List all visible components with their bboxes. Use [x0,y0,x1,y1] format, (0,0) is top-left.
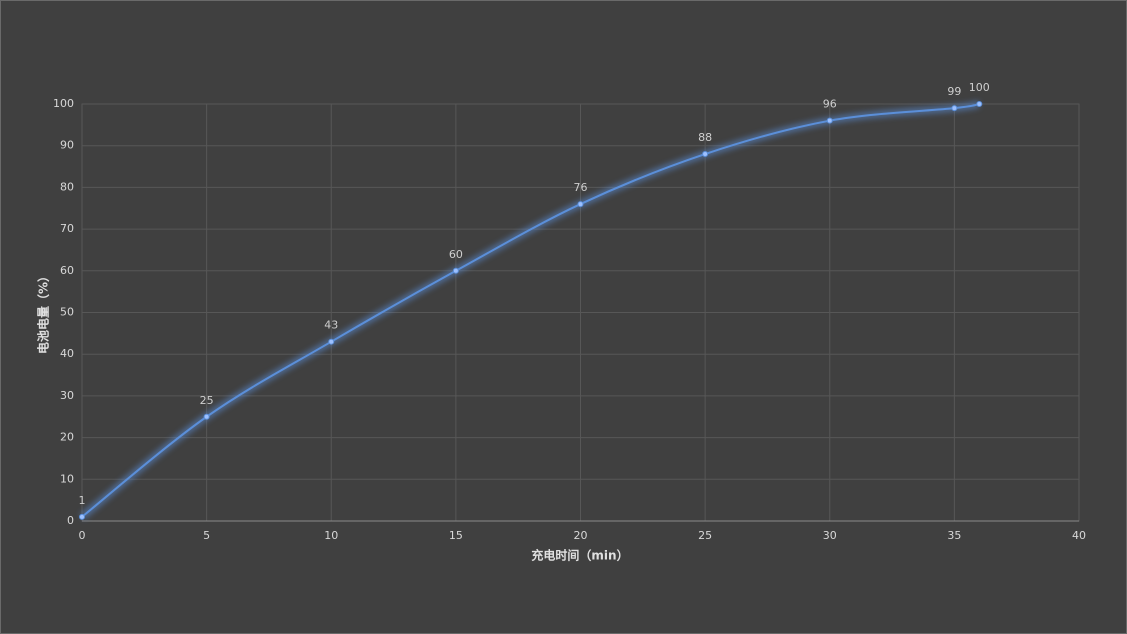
data-label: 43 [324,319,338,332]
x-tick-label: 25 [698,529,712,542]
data-label: 99 [947,85,961,98]
x-tick-label: 5 [203,529,210,542]
point [951,105,958,112]
point [577,201,584,208]
y-tick-label: 80 [60,180,74,193]
point [452,267,459,274]
y-tick-label: 90 [60,139,74,152]
y-tick-label: 10 [60,472,74,485]
data-label: 1 [79,494,86,507]
data-label: 96 [823,98,837,111]
point [976,101,983,107]
x-tick-label: 10 [324,529,338,542]
y-tick-label: 20 [60,431,74,444]
y-tick-label: 40 [60,347,74,360]
data-label: 60 [449,248,463,261]
y-tick-label: 0 [67,514,74,527]
x-tick-label: 40 [1072,529,1086,542]
x-tick-label: 30 [823,529,837,542]
x-tick-label: 15 [449,529,463,542]
line [81,103,980,518]
data-label: 88 [698,131,712,144]
point [826,117,833,124]
x-tick-label: 0 [79,529,86,542]
data-label: 25 [200,394,214,407]
point [702,151,709,158]
data-label: 100 [969,81,990,94]
x-tick-label: 20 [574,529,588,542]
point [328,338,335,345]
y-tick-label: 60 [60,264,74,277]
y-tick-label: 30 [60,389,74,402]
y-tick-label: 70 [60,222,74,235]
y-tick-label: 50 [60,306,74,319]
x-tick-label: 35 [947,529,961,542]
data-label: 76 [574,181,588,194]
y-tick-label: 100 [53,97,74,110]
point [203,413,210,420]
x-axis-title: 充电时间（min） [531,548,628,563]
point [79,513,85,520]
y-axis-title: 电池电量（%） [36,270,51,354]
